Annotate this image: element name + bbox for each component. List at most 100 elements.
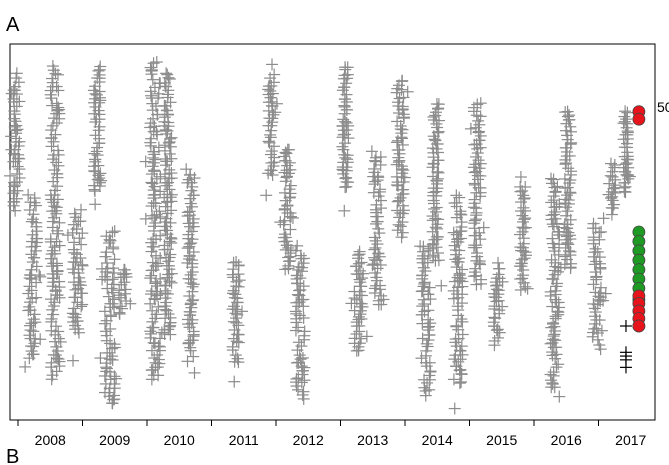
data-point [284,254,297,267]
data-point [455,375,468,388]
data-point [161,196,174,209]
data-point [161,91,174,104]
data-point [435,279,448,292]
x-tick-label: 2011 [229,432,259,448]
data-point [149,277,162,290]
data-point [621,169,634,182]
data-point [151,128,164,141]
data-point [102,290,115,303]
x-tick-label: 2015 [486,432,517,448]
data-point [392,218,405,231]
data-point [48,241,61,254]
x-tick-label: 2013 [357,432,388,448]
data-point [340,180,353,193]
data-point [161,243,174,256]
data-point [401,85,414,98]
data-point [561,236,574,249]
data-point [158,139,171,152]
data-point [52,353,65,366]
data-point [5,130,18,143]
data-point [233,274,246,287]
data-point [30,291,43,304]
data-point [232,336,245,349]
data-point [144,61,157,74]
data-point [558,221,571,234]
x-tick-label: 2009 [99,432,130,448]
data-point [623,170,636,183]
data-point [366,259,379,272]
data-point [4,169,17,182]
data-point [339,63,352,76]
data-point [564,187,577,200]
data-point [70,223,83,236]
data-point [395,83,408,96]
data-point [618,115,631,128]
data-point [45,373,58,386]
data-point [107,241,120,254]
data-point [236,305,249,318]
data-point [30,260,43,273]
data-point [422,288,435,301]
data-point [99,270,112,283]
data-point [262,135,275,148]
data-point [552,248,565,261]
data-point [562,162,575,175]
data-point [591,333,604,346]
data-point [338,137,351,150]
data-point [274,216,287,229]
data-point [375,298,388,311]
data-point [165,236,178,249]
data-point [549,352,562,365]
data-point [454,272,467,285]
data-point [270,97,283,110]
data-point [230,316,243,329]
data-point [474,190,487,203]
data-point [144,297,157,310]
data-point [291,239,304,252]
data-point [94,94,107,107]
data-point [292,300,305,313]
data-point [342,119,355,132]
data-point [603,177,616,190]
data-point [620,157,633,170]
data-point [279,263,292,276]
data-point [161,124,174,137]
data-point [390,86,403,99]
data-point [187,189,200,202]
data-point [10,67,23,80]
data-point [595,225,608,238]
data-point [154,185,167,198]
data-point [352,310,365,323]
data-point [428,202,441,215]
data-point [226,268,239,281]
data-point [368,286,381,299]
data-point [433,114,446,127]
data-point [586,330,599,343]
x-tick-label: 2017 [615,432,646,448]
data-point [46,153,59,166]
panel-label-b: B [6,446,19,465]
data-point-red [632,112,646,126]
data-point [353,325,366,338]
data-point [621,132,634,145]
data-point [52,101,65,114]
data-point [186,265,199,278]
data-point [455,313,468,326]
data-point [232,356,245,369]
data-point [108,266,121,279]
data-point [93,180,106,193]
data-point [448,402,461,415]
data-point [51,104,64,117]
data-point [13,95,26,108]
data-point [279,243,292,256]
data-point [355,280,368,293]
data-point [76,298,89,311]
data-point [68,291,81,304]
data-point [106,353,119,366]
data-point [45,92,58,105]
data-point [290,356,303,369]
data-point [428,133,441,146]
data-point [182,336,195,349]
data-point [377,293,390,306]
